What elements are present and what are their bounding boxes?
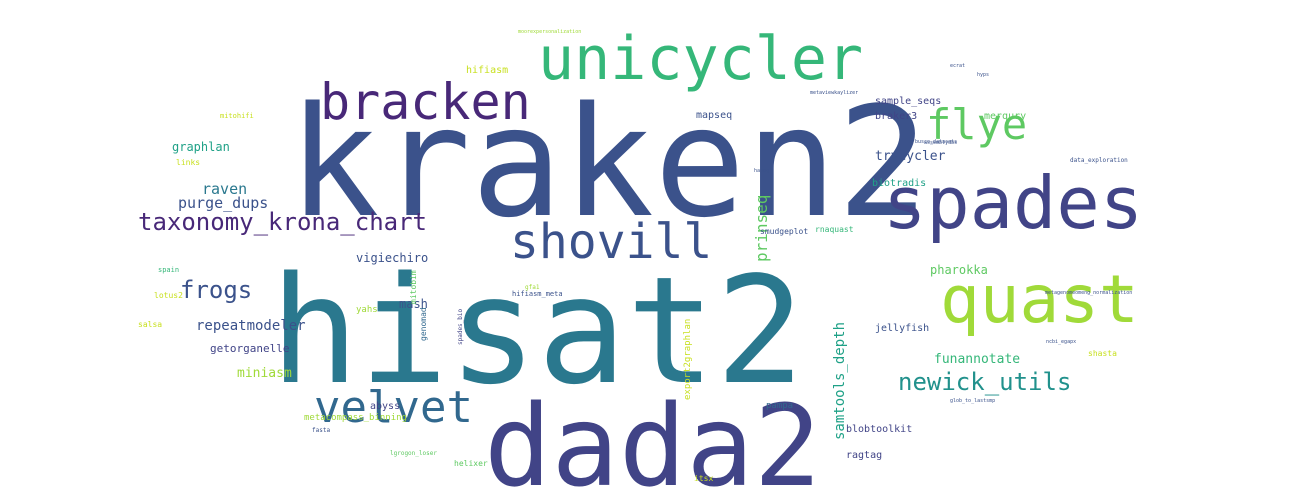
word-trycycler: trycycler	[875, 149, 946, 164]
word-mitohifi: mitohifi	[220, 112, 254, 120]
word-lgrogon-loser: lgrogon_loser	[390, 450, 437, 457]
word-hifiasm-meta: hifiasm_meta	[512, 290, 563, 298]
word-mash: mash	[399, 297, 428, 311]
word-miniasm: miniasm	[237, 366, 292, 381]
word-taxonomy-krona-chart: taxonomy_krona_chart	[138, 208, 427, 236]
word-sample-seqs: sample_seqs	[875, 96, 941, 107]
word-pharokka: pharokka	[930, 263, 988, 277]
word-ragtag: ragtag	[846, 450, 882, 461]
word-jellyfish: jellyfish	[875, 323, 929, 334]
word-blobtoolkit: blobtoolkit	[846, 424, 912, 435]
word-flye: flye	[926, 100, 1027, 149]
word-metagenomeomeng-normalization: metagenomeomeng_normalization	[1045, 290, 1132, 296]
word-raven: raven	[202, 180, 247, 198]
word-links: links	[176, 158, 200, 167]
word-dada2: dada2	[484, 382, 821, 500]
word-metaviewkaylizer: metaviewkaylizer	[810, 90, 858, 96]
word-genomad: genomad	[419, 307, 428, 341]
word-hisat2: hisat2	[270, 245, 805, 417]
word-salsa: salsa	[138, 320, 162, 329]
word-newick-utils: newick_utils	[898, 368, 1071, 396]
word-helixer: helixer	[454, 459, 488, 468]
word-mapseq: mapseq	[696, 110, 732, 121]
word-samtools-depth: samtools_depth	[832, 322, 848, 440]
word-kraken2: kraken2	[288, 74, 929, 251]
word-pampa: pampa	[766, 401, 793, 411]
word-ecrat: ecrat	[950, 63, 965, 69]
word-assemblydbs: assemblydbs	[924, 140, 957, 146]
word-rnaquast: rnaquast	[815, 225, 854, 234]
word-yahs: yahs	[356, 305, 378, 315]
word-shovill: shovill	[510, 214, 712, 270]
word-glob-to-lastsmp: glob_to_lastsmp	[950, 398, 995, 404]
word-export2graphlan: export2graphlan	[683, 319, 693, 400]
word-quast: quast	[940, 261, 1139, 338]
word-metacompass-binning: metacompass_binning	[304, 413, 407, 423]
word-abyss: abyss	[370, 401, 400, 412]
word-bracken: bracken	[320, 73, 531, 131]
word-moorexpersonalization: moorexpersonalization	[518, 29, 581, 35]
word-repeatmodeler: repeatmodeler	[196, 318, 306, 334]
word-spades: spades	[883, 161, 1143, 245]
word-smudgeplot: smudgeplot	[760, 227, 808, 236]
word-merqury: merqury	[984, 111, 1026, 122]
word-vigiechiro: vigiechiro	[356, 251, 428, 265]
word-shasta: shasta	[1088, 349, 1117, 358]
word-prinseq: prinseq	[752, 195, 771, 262]
word-mitobim: mitobim	[409, 270, 418, 304]
word-itsx: itsx	[694, 474, 713, 483]
word-gfa1: gfa1	[525, 284, 540, 291]
word-velvet: velvet	[314, 382, 473, 433]
word-unicycler: unicycler	[538, 24, 863, 94]
word-busco-datasets: busco_datasets	[915, 139, 957, 145]
word-ncbi-egapx: ncbi_egapx	[1046, 339, 1076, 345]
word-biotradis: biotradis	[872, 178, 926, 189]
word-hifiasm: hifiasm	[466, 65, 508, 76]
word-frogs: frogs	[180, 276, 252, 304]
word-spades-bio: spades_bio	[457, 308, 464, 345]
word-fasta: fasta	[312, 427, 330, 434]
word-funannotate: funannotate	[934, 352, 1020, 367]
word-hapog: hapog	[754, 168, 769, 174]
word-hyps: hyps	[977, 72, 989, 78]
word-braker3: braker3	[875, 111, 917, 122]
word-purge-dups: purge_dups	[178, 194, 268, 212]
word-lotus2: lotus2	[154, 291, 183, 300]
word-spain: spain	[158, 266, 179, 274]
word-graphlan: graphlan	[172, 140, 230, 154]
word-getorganelle: getorganelle	[210, 342, 289, 355]
word-data-exploration: data_exploration	[1070, 157, 1128, 164]
